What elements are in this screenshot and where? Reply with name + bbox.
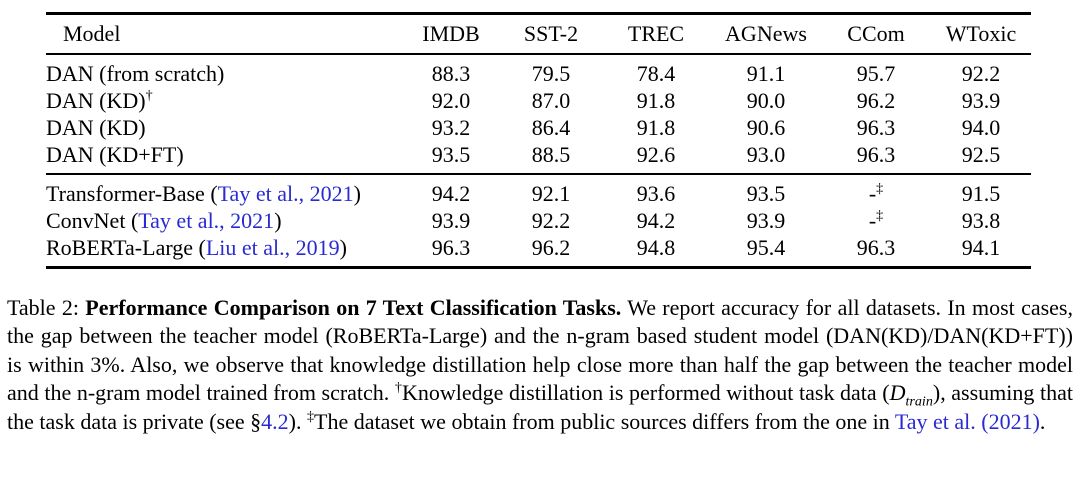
metric-value: 93.5 bbox=[431, 142, 471, 167]
citation-link[interactable]: 4.2 bbox=[261, 408, 289, 434]
model-seg-text: DAN (KD+FT) bbox=[46, 142, 184, 167]
metric-value: 92.5 bbox=[961, 142, 1001, 167]
footnote-marker: ‡ bbox=[876, 207, 884, 224]
column-header-ccom: CCom bbox=[847, 21, 905, 46]
caption-seg-text: . bbox=[1039, 408, 1046, 434]
column-header-imdb: IMDB bbox=[422, 21, 480, 46]
model-name: DAN (KD+FT) bbox=[46, 141, 401, 174]
metric-value: 92.2 bbox=[961, 61, 1001, 86]
metric-value: 90.0 bbox=[746, 88, 786, 113]
caption-seg-text: The dataset we obtain from public source… bbox=[314, 408, 895, 434]
model-name: DAN (KD)† bbox=[46, 87, 401, 114]
column-header-model: Model bbox=[63, 21, 121, 46]
header-row: Model IMDB SST-2 TREC AGNews CCom WToxic bbox=[46, 14, 1031, 54]
metric-value: 95.4 bbox=[746, 235, 786, 260]
metric-value: 91.5 bbox=[931, 173, 1031, 207]
metric-value: 93.2 bbox=[431, 115, 471, 140]
model-name: DAN (KD) bbox=[46, 114, 401, 141]
model-seg-text: ) bbox=[274, 208, 282, 233]
metric-value: 91.8 bbox=[636, 115, 676, 140]
metric-value: 94.8 bbox=[636, 235, 676, 260]
metric-value: 92.6 bbox=[636, 142, 676, 167]
metric-value: 96.3 bbox=[431, 235, 471, 260]
metric-value: 96.3 bbox=[856, 235, 896, 260]
table-row: DAN (KD+FT) 93.5 88.5 92.6 93.0 96.3 92.5 bbox=[46, 141, 1031, 174]
results-table: Model IMDB SST-2 TREC AGNews CCom WToxic… bbox=[46, 12, 1031, 269]
citation-link[interactable]: Tay et al. (2021) bbox=[894, 408, 1040, 434]
citation-link[interactable]: Liu et al., 2019 bbox=[205, 235, 340, 260]
caption-seg-subit: train bbox=[905, 393, 933, 410]
metric-value: 92.0 bbox=[431, 88, 471, 113]
metric-value: 88.5 bbox=[531, 142, 571, 167]
table-body: DAN (from scratch) 88.3 79.5 78.4 91.1 95.7 92… bbox=[46, 54, 1031, 268]
metric-value: 94.2 bbox=[636, 208, 676, 233]
column-header-wtoxic: WToxic bbox=[945, 21, 1017, 46]
model-name: ConvNet (Tay et al., 2021) bbox=[46, 207, 401, 234]
metric-value: 94.1 bbox=[961, 235, 1001, 260]
caption-seg-italic: D bbox=[889, 380, 906, 406]
model-seg-text: ConvNet ( bbox=[46, 208, 139, 233]
metric-value: 94.2 bbox=[401, 173, 501, 207]
caption-seg-text: ), assuming that the task data is privat… bbox=[7, 380, 1073, 434]
citation-link[interactable]: Tay et al., 2021 bbox=[138, 208, 275, 233]
model-seg-text: DAN (from scratch) bbox=[46, 61, 225, 86]
model-seg-text: RoBERTa-Large ( bbox=[46, 235, 206, 260]
metric-value: 93.9 bbox=[961, 88, 1001, 113]
metric-value: 79.5 bbox=[531, 61, 571, 86]
paper-page: { "colors": { "link_blue": "#2a2ad2", "t… bbox=[0, 12, 1080, 480]
metric-value: 93.0 bbox=[746, 142, 786, 167]
metric-value: 78.4 bbox=[636, 61, 676, 86]
table-caption: Table 2: Performance Comparison on 7 Tex… bbox=[7, 294, 1073, 436]
metric-value: 93.9 bbox=[746, 208, 786, 233]
metric-value: 96.2 bbox=[856, 88, 896, 113]
metric-value: 88.3 bbox=[431, 61, 471, 86]
column-header-trec: TREC bbox=[627, 21, 685, 46]
caption-seg-sup: ‡ bbox=[306, 408, 315, 425]
column-header-agnews: AGNews bbox=[725, 21, 807, 46]
metric-value: -‡ bbox=[821, 173, 931, 207]
model-seg-sup: † bbox=[145, 87, 153, 104]
table-row: Transformer-Base (Tay et al., 2021) 94.2 9… bbox=[46, 173, 1031, 207]
metric-value: 86.4 bbox=[531, 115, 571, 140]
metric-value: 92.1 bbox=[501, 173, 601, 207]
model-seg-text: ) bbox=[339, 235, 347, 260]
model-seg-text: DAN (KD) bbox=[46, 115, 146, 140]
results-table-wrap: Model IMDB SST-2 TREC AGNews CCom WToxic… bbox=[46, 12, 1031, 269]
table-row: DAN (KD)† 92.0 87.0 91.8 90.0 96.2 93.9 bbox=[46, 87, 1031, 114]
metric-value: 94.0 bbox=[961, 115, 1001, 140]
metric-value: 93.9 bbox=[431, 208, 471, 233]
model-seg-text: ) bbox=[353, 181, 361, 206]
caption-seg-sup: † bbox=[394, 379, 403, 396]
model-name: Transformer-Base (Tay et al., 2021) bbox=[46, 173, 401, 207]
table-row: RoBERTa-Large (Liu et al., 2019) 96.3 96.2… bbox=[46, 234, 1031, 268]
column-header-sst2: SST-2 bbox=[523, 21, 579, 46]
table-row: DAN (KD) 93.2 86.4 91.8 90.6 96.3 94.0 bbox=[46, 114, 1031, 141]
metric-value: 95.7 bbox=[856, 61, 896, 86]
metric-value: 93.8 bbox=[961, 208, 1001, 233]
metric-value: 90.6 bbox=[746, 115, 786, 140]
table-row: DAN (from scratch) 88.3 79.5 78.4 91.1 95.7 92… bbox=[46, 54, 1031, 87]
caption-seg-text: We report accuracy for all datasets. In … bbox=[7, 295, 1073, 406]
caption-seg-bold: Performance Comparison on 7 Text Classif… bbox=[85, 295, 622, 320]
metric-value: 96.3 bbox=[856, 115, 896, 140]
caption-seg-text: Table 2: bbox=[7, 295, 86, 320]
metric-value: 96.2 bbox=[531, 235, 571, 260]
table-row: ConvNet (Tay et al., 2021) 93.9 92.2 94.2 93… bbox=[46, 207, 1031, 234]
model-seg-text: DAN (KD) bbox=[46, 88, 146, 113]
metric-value: 87.0 bbox=[531, 88, 571, 113]
citation-link[interactable]: Tay et al., 2021 bbox=[217, 181, 354, 206]
metric-value: 91.8 bbox=[636, 88, 676, 113]
metric-value: 92.2 bbox=[531, 208, 571, 233]
metric-value: 93.6 bbox=[601, 173, 711, 207]
model-seg-text: Transformer-Base ( bbox=[46, 181, 218, 206]
metric-value: 91.1 bbox=[746, 61, 786, 86]
caption-seg-text: Knowledge distillation is performed with… bbox=[402, 380, 890, 406]
model-name: DAN (from scratch) bbox=[46, 54, 401, 87]
metric-value: 93.5 bbox=[711, 173, 821, 207]
model-name: RoBERTa-Large (Liu et al., 2019) bbox=[46, 234, 401, 268]
metric-value: 96.3 bbox=[856, 142, 896, 167]
footnote-marker: ‡ bbox=[876, 180, 884, 197]
caption-seg-text: ). bbox=[288, 408, 307, 434]
metric-value: -‡ bbox=[868, 207, 884, 233]
